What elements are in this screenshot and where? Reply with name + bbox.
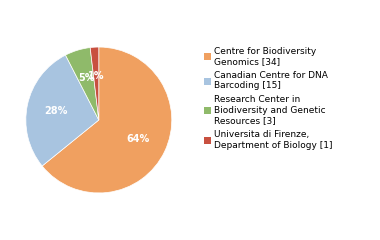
Text: 28%: 28% (44, 106, 68, 116)
Legend: Centre for Biodiversity
Genomics [34], Canadian Centre for DNA
Barcoding [15], R: Centre for Biodiversity Genomics [34], C… (204, 47, 333, 150)
Wedge shape (65, 48, 99, 120)
Wedge shape (42, 47, 172, 193)
Text: 64%: 64% (127, 134, 150, 144)
Text: 1%: 1% (88, 71, 104, 81)
Wedge shape (90, 47, 99, 120)
Wedge shape (26, 55, 99, 166)
Text: 5%: 5% (78, 73, 94, 83)
